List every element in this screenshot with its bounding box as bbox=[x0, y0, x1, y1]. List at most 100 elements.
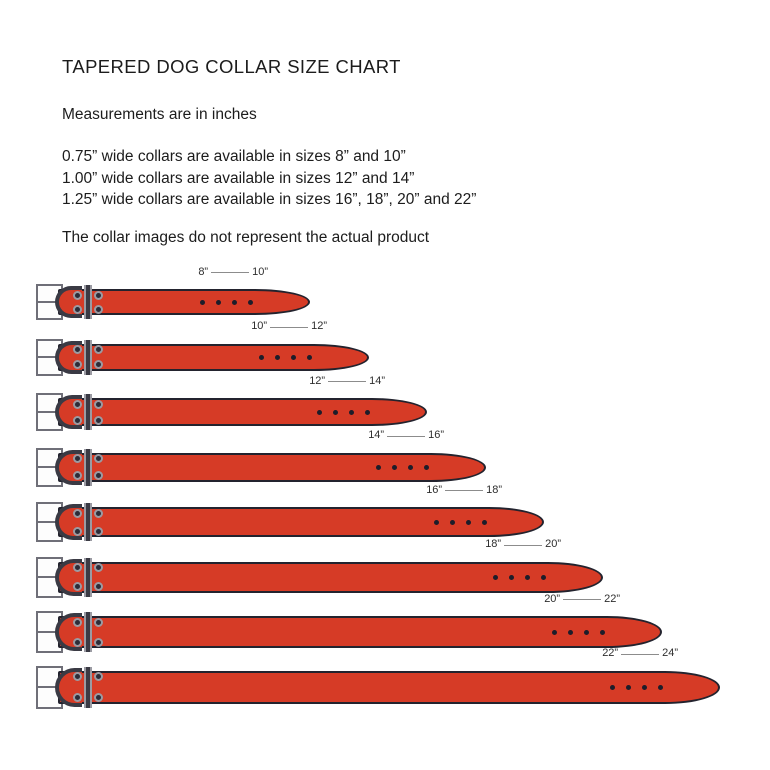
buckle-prong-bar bbox=[38, 411, 61, 413]
strap-fold bbox=[55, 449, 82, 485]
width-availability-line-1: 0.75” wide collars are available in size… bbox=[62, 148, 406, 165]
adjustment-hole bbox=[199, 299, 205, 305]
size-min-label: 20” bbox=[544, 592, 561, 605]
collar-strap bbox=[58, 343, 369, 371]
collar-strap bbox=[58, 398, 427, 426]
adjustment-hole bbox=[465, 519, 471, 525]
size-max-label: 24” bbox=[662, 647, 678, 659]
size-range-label: 14” 16” bbox=[314, 428, 444, 443]
label-connector-line bbox=[563, 599, 602, 600]
collar-strap bbox=[58, 507, 544, 537]
buckle-frame bbox=[36, 556, 63, 598]
buckle-frame bbox=[36, 665, 63, 709]
size-max-label: 22” bbox=[604, 592, 620, 605]
size-range-label: 18” 20” bbox=[431, 537, 561, 552]
buckle-prong-bar bbox=[38, 356, 61, 358]
collar-strap bbox=[58, 452, 486, 482]
adjustment-hole bbox=[492, 574, 498, 580]
rivet bbox=[93, 360, 103, 369]
size-min-label: 18” bbox=[485, 538, 502, 550]
rivet bbox=[93, 563, 103, 572]
rivet bbox=[72, 693, 82, 702]
rivet bbox=[93, 637, 103, 647]
rivet bbox=[93, 290, 103, 300]
adjustment-hole bbox=[290, 354, 296, 360]
rivet bbox=[72, 290, 82, 300]
adjustment-hole bbox=[348, 409, 354, 415]
measurements-note: Measurements are in inches bbox=[62, 106, 257, 123]
rivet bbox=[72, 672, 82, 681]
strap-fold bbox=[55, 286, 82, 318]
adjustment-hole bbox=[657, 684, 663, 690]
label-connector-line bbox=[328, 381, 367, 382]
rivet bbox=[93, 508, 103, 518]
rivet bbox=[72, 526, 82, 536]
rivet bbox=[93, 617, 103, 627]
size-max-label: 16” bbox=[428, 429, 444, 441]
buckle-prong-bar bbox=[38, 466, 61, 468]
buckle-prong-bar bbox=[38, 521, 61, 523]
strap-fold bbox=[55, 558, 82, 596]
width-availability-line-3: 1.25” wide collars are available in size… bbox=[62, 191, 477, 208]
size-min-label: 8” bbox=[198, 265, 209, 278]
size-max-label: 10” bbox=[252, 265, 268, 278]
rivet bbox=[93, 526, 103, 536]
rivet bbox=[72, 304, 82, 314]
buckle-frame bbox=[36, 284, 63, 320]
rivet bbox=[72, 508, 82, 518]
collar-strap bbox=[58, 616, 662, 648]
buckle-prong-bar bbox=[38, 301, 61, 303]
size-range-label: 16” 18” bbox=[372, 482, 502, 497]
buckle-frame bbox=[36, 611, 63, 653]
rivet bbox=[93, 672, 103, 681]
adjustment-hole bbox=[247, 299, 253, 305]
adjustment-hole bbox=[433, 519, 439, 525]
adjustment-hole bbox=[258, 354, 264, 360]
size-range-label: 12” 14” bbox=[255, 373, 385, 388]
strap-fold bbox=[55, 613, 82, 651]
width-availability-line-2: 1.00” wide collars are available in size… bbox=[62, 169, 415, 187]
label-connector-line bbox=[621, 653, 660, 655]
rivet bbox=[72, 471, 82, 480]
adjustment-hole bbox=[215, 299, 221, 305]
rivet bbox=[72, 360, 82, 369]
buckle-frame bbox=[36, 502, 63, 542]
keeper-loop bbox=[84, 503, 92, 541]
keeper-loop bbox=[84, 448, 92, 486]
adjustment-hole bbox=[540, 574, 546, 580]
buckle-prong-bar bbox=[38, 576, 61, 578]
size-max-label: 20” bbox=[545, 538, 561, 550]
rivet bbox=[72, 415, 82, 425]
adjustment-hole bbox=[391, 464, 397, 470]
adjustment-hole bbox=[364, 409, 370, 415]
size-min-label: 22” bbox=[602, 647, 619, 659]
adjustment-hole bbox=[231, 299, 237, 305]
adjustment-hole bbox=[449, 519, 455, 525]
adjustment-hole bbox=[641, 684, 647, 690]
label-connector-line bbox=[445, 490, 484, 491]
disclaimer-note: The collar images do not represent the a… bbox=[62, 229, 430, 246]
rivet bbox=[72, 563, 82, 572]
adjustment-hole bbox=[481, 519, 487, 525]
rivet bbox=[93, 415, 103, 425]
rivet bbox=[93, 399, 103, 409]
size-min-label: 16” bbox=[426, 483, 443, 496]
keeper-loop bbox=[84, 557, 92, 597]
label-connector-line bbox=[211, 272, 250, 273]
rivet bbox=[93, 693, 103, 702]
size-min-label: 12” bbox=[309, 374, 326, 387]
adjustment-hole bbox=[551, 629, 557, 635]
adjustment-hole bbox=[316, 409, 322, 415]
buckle-frame bbox=[36, 393, 63, 431]
adjustment-hole bbox=[508, 574, 514, 580]
adjustment-hole bbox=[375, 464, 381, 470]
